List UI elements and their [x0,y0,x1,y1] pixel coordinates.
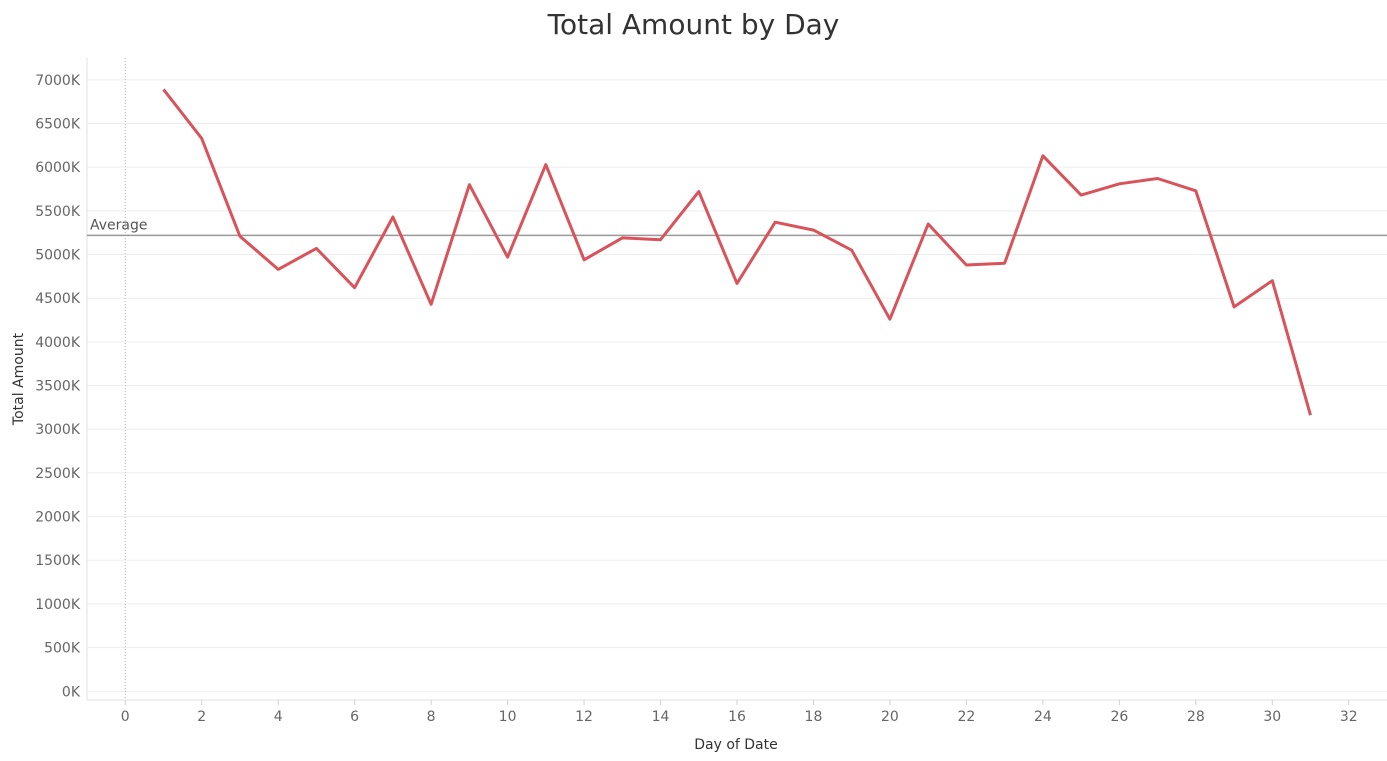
y-tick-label: 3000K [35,422,81,438]
x-tick-label: 30 [1263,709,1281,725]
series-layer [162,88,1312,416]
y-tick-label: 5000K [35,248,81,264]
y-tick-label: 1000K [35,597,81,613]
gridlines [86,58,1387,701]
y-tick-label: 1500K [35,553,81,569]
y-tick-label: 2500K [35,466,81,482]
y-tick-label: 500K [44,641,81,657]
y-tick-label: 6000K [35,160,81,176]
y-tick-label: 6500K [35,117,81,133]
x-tick-label: 10 [499,709,517,725]
average-reference: Average [87,217,1387,237]
y-axis-title: Total Amount [11,332,27,426]
y-tick-label: 7000K [35,73,81,89]
chart-title: Total Amount by Day [547,8,840,41]
y-axis-ticks: 0K 500K 1000K 1500K 2000K 2500K 3000K 3500K 4000… [35,73,81,700]
y-tick-label: 5500K [35,204,81,220]
x-tick-label: 32 [1340,709,1358,725]
y-tick-label: 3500K [35,379,81,395]
x-tick-label: 2 [197,709,206,725]
x-tick-label: 14 [652,709,670,725]
y-tick-label: 4500K [35,291,81,307]
x-tick-label: 28 [1187,709,1205,725]
series-line-total-amount[interactable] [162,88,1312,416]
average-label: Average [90,217,148,233]
x-axis-ticks: 0 2 4 6 8 10 12 14 16 18 20 22 24 26 28 30 32 [121,700,1358,725]
x-tick-label: 20 [881,709,899,725]
x-tick-label: 22 [957,709,975,725]
x-tick-label: 6 [350,709,359,725]
x-tick-label: 4 [274,709,283,725]
x-tick-label: 0 [121,709,130,725]
x-tick-label: 24 [1034,709,1052,725]
x-tick-label: 16 [728,709,746,725]
x-tick-label: 18 [805,709,823,725]
x-tick-label: 8 [427,709,436,725]
x-tick-label: 12 [575,709,593,725]
x-tick-label: 26 [1110,709,1128,725]
y-tick-label: 0K [62,684,81,700]
x-axis-title: Day of Date [694,737,778,753]
y-tick-label: 4000K [35,335,81,351]
y-tick-label: 2000K [35,510,81,526]
